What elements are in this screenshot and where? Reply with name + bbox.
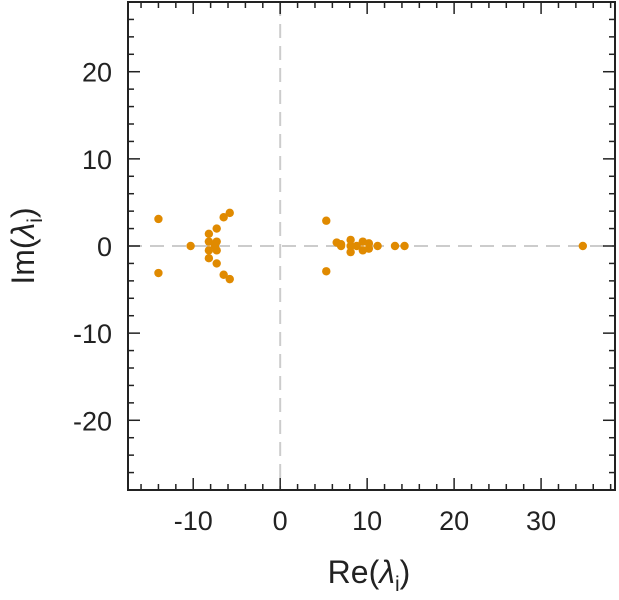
x-tick-label: 0 bbox=[273, 506, 288, 536]
x-tick-labels: -10 0 10 20 30 bbox=[174, 506, 556, 536]
data-point bbox=[322, 267, 331, 276]
x-tick-label: 10 bbox=[352, 506, 382, 536]
y-tick-label: -20 bbox=[73, 406, 112, 436]
data-point bbox=[578, 241, 588, 251]
data-point bbox=[204, 246, 214, 255]
data-point bbox=[322, 216, 331, 225]
y-tick-label: 10 bbox=[82, 145, 112, 175]
y-axis-title: Im(λi) bbox=[5, 207, 47, 284]
data-point bbox=[212, 246, 221, 255]
data-point bbox=[346, 235, 355, 245]
data-point bbox=[336, 240, 346, 249]
x-tick-label: 20 bbox=[439, 506, 469, 536]
data-point bbox=[346, 241, 355, 251]
data-point bbox=[212, 237, 221, 246]
data-point bbox=[204, 229, 214, 238]
data-point bbox=[154, 214, 163, 224]
data-point bbox=[352, 241, 361, 251]
x-tick-label: 30 bbox=[526, 506, 556, 536]
y-tick-label: 0 bbox=[97, 232, 112, 262]
data-point bbox=[186, 241, 195, 251]
data-point bbox=[204, 237, 214, 246]
data-point bbox=[212, 259, 221, 268]
axis-ticks bbox=[128, 1, 615, 491]
data-point bbox=[154, 268, 163, 278]
data-point bbox=[219, 270, 228, 279]
data-point bbox=[212, 224, 221, 233]
data-points bbox=[154, 208, 588, 284]
y-tick-label: -10 bbox=[73, 319, 112, 349]
y-tick-label: 20 bbox=[82, 58, 112, 88]
data-point bbox=[225, 208, 234, 218]
y-tick-labels: -20 -10 0 10 20 bbox=[73, 58, 112, 437]
x-axis-title: Re(λi) bbox=[328, 554, 411, 596]
data-point bbox=[373, 241, 382, 251]
data-point bbox=[204, 254, 214, 263]
data-point bbox=[364, 244, 374, 253]
data-point bbox=[219, 213, 228, 222]
data-point bbox=[400, 241, 409, 251]
data-point bbox=[390, 241, 400, 251]
data-point bbox=[346, 247, 355, 257]
data-point bbox=[225, 274, 234, 284]
x-tick-label: -10 bbox=[174, 506, 213, 536]
